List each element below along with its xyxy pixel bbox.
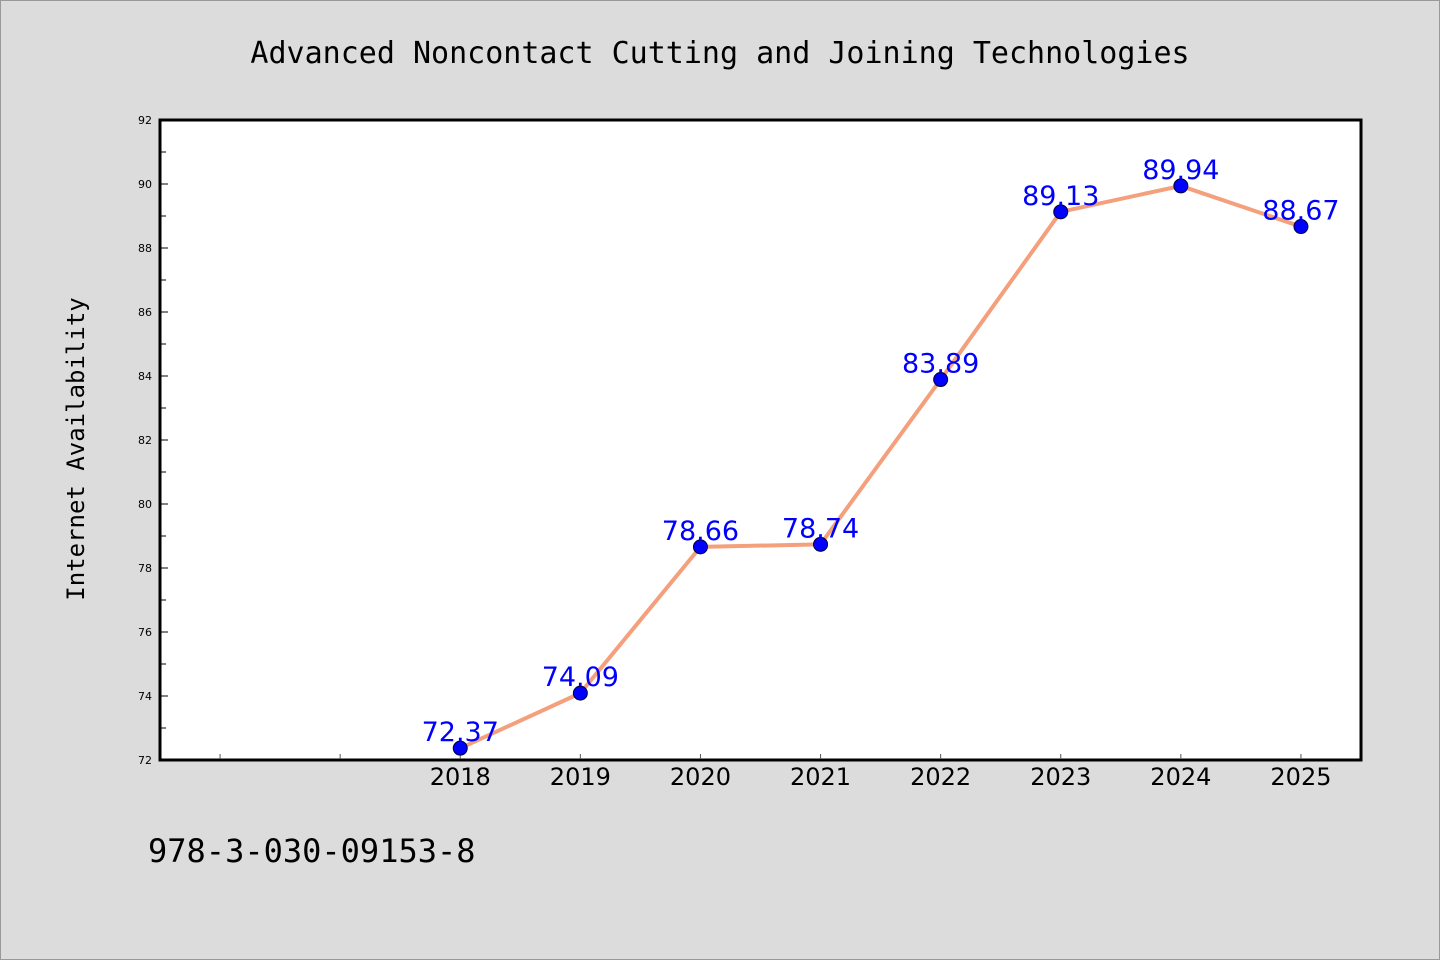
y-tick-label: 86 <box>138 306 152 319</box>
data-point <box>813 536 829 552</box>
x-tick-label: 2018 <box>430 763 491 791</box>
data-point <box>572 685 588 701</box>
x-tick-label: 2024 <box>1150 763 1211 791</box>
x-tick-label: 2020 <box>670 763 731 791</box>
y-tick-label: 92 <box>138 114 152 127</box>
plot-area <box>158 118 1363 762</box>
y-tick-label: 74 <box>138 690 152 703</box>
y-axis-ticks: 72 74 76 78 80 82 84 86 88 90 92 <box>138 114 168 767</box>
x-tick-label: 2019 <box>550 763 611 791</box>
y-tick-label: 88 <box>138 242 152 255</box>
data-label: 88.67 <box>1262 196 1339 227</box>
x-tick-label: 2023 <box>1030 763 1091 791</box>
data-label: 74.09 <box>542 662 619 693</box>
x-tick-label: 2025 <box>1270 763 1331 791</box>
isbn-footer: 978-3-030-09153-8 <box>148 832 476 870</box>
data-point <box>692 539 708 555</box>
data-point <box>1293 219 1309 235</box>
x-tick-label: 2022 <box>910 763 971 791</box>
data-label: 89.94 <box>1142 155 1219 186</box>
y-axis-label: Internet Availability <box>62 297 90 600</box>
series-line <box>458 183 1303 751</box>
y-tick-label: 76 <box>138 626 152 639</box>
y-tick-label: 80 <box>138 498 152 511</box>
data-point <box>1173 178 1189 194</box>
y-tick-label: 82 <box>138 434 152 447</box>
data-label: 83.89 <box>902 349 979 380</box>
x-axis-ticks: 2018 2019 2020 2021 2022 2023 2024 2025 <box>219 754 1331 791</box>
series-line-group <box>458 183 1303 751</box>
data-point <box>1053 204 1069 220</box>
y-tick-label: 78 <box>138 562 152 575</box>
data-label: 89.13 <box>1022 181 1099 212</box>
data-label: 78.74 <box>782 513 859 544</box>
y-tick-label: 90 <box>138 178 152 191</box>
data-label: 72.37 <box>422 717 499 748</box>
data-label: 78.66 <box>662 516 739 547</box>
data-point <box>933 372 949 388</box>
y-tick-label: 84 <box>138 370 152 383</box>
data-point <box>452 740 468 756</box>
y-tick-label: 72 <box>138 754 152 767</box>
chart-title: Advanced Noncontact Cutting and Joining … <box>250 36 1189 71</box>
data-markers <box>452 178 1309 756</box>
x-tick-label: 2021 <box>790 763 851 791</box>
data-labels: 72.37 74.09 78.66 78.74 83.89 89.13 89.94 88.67 <box>422 155 1340 748</box>
